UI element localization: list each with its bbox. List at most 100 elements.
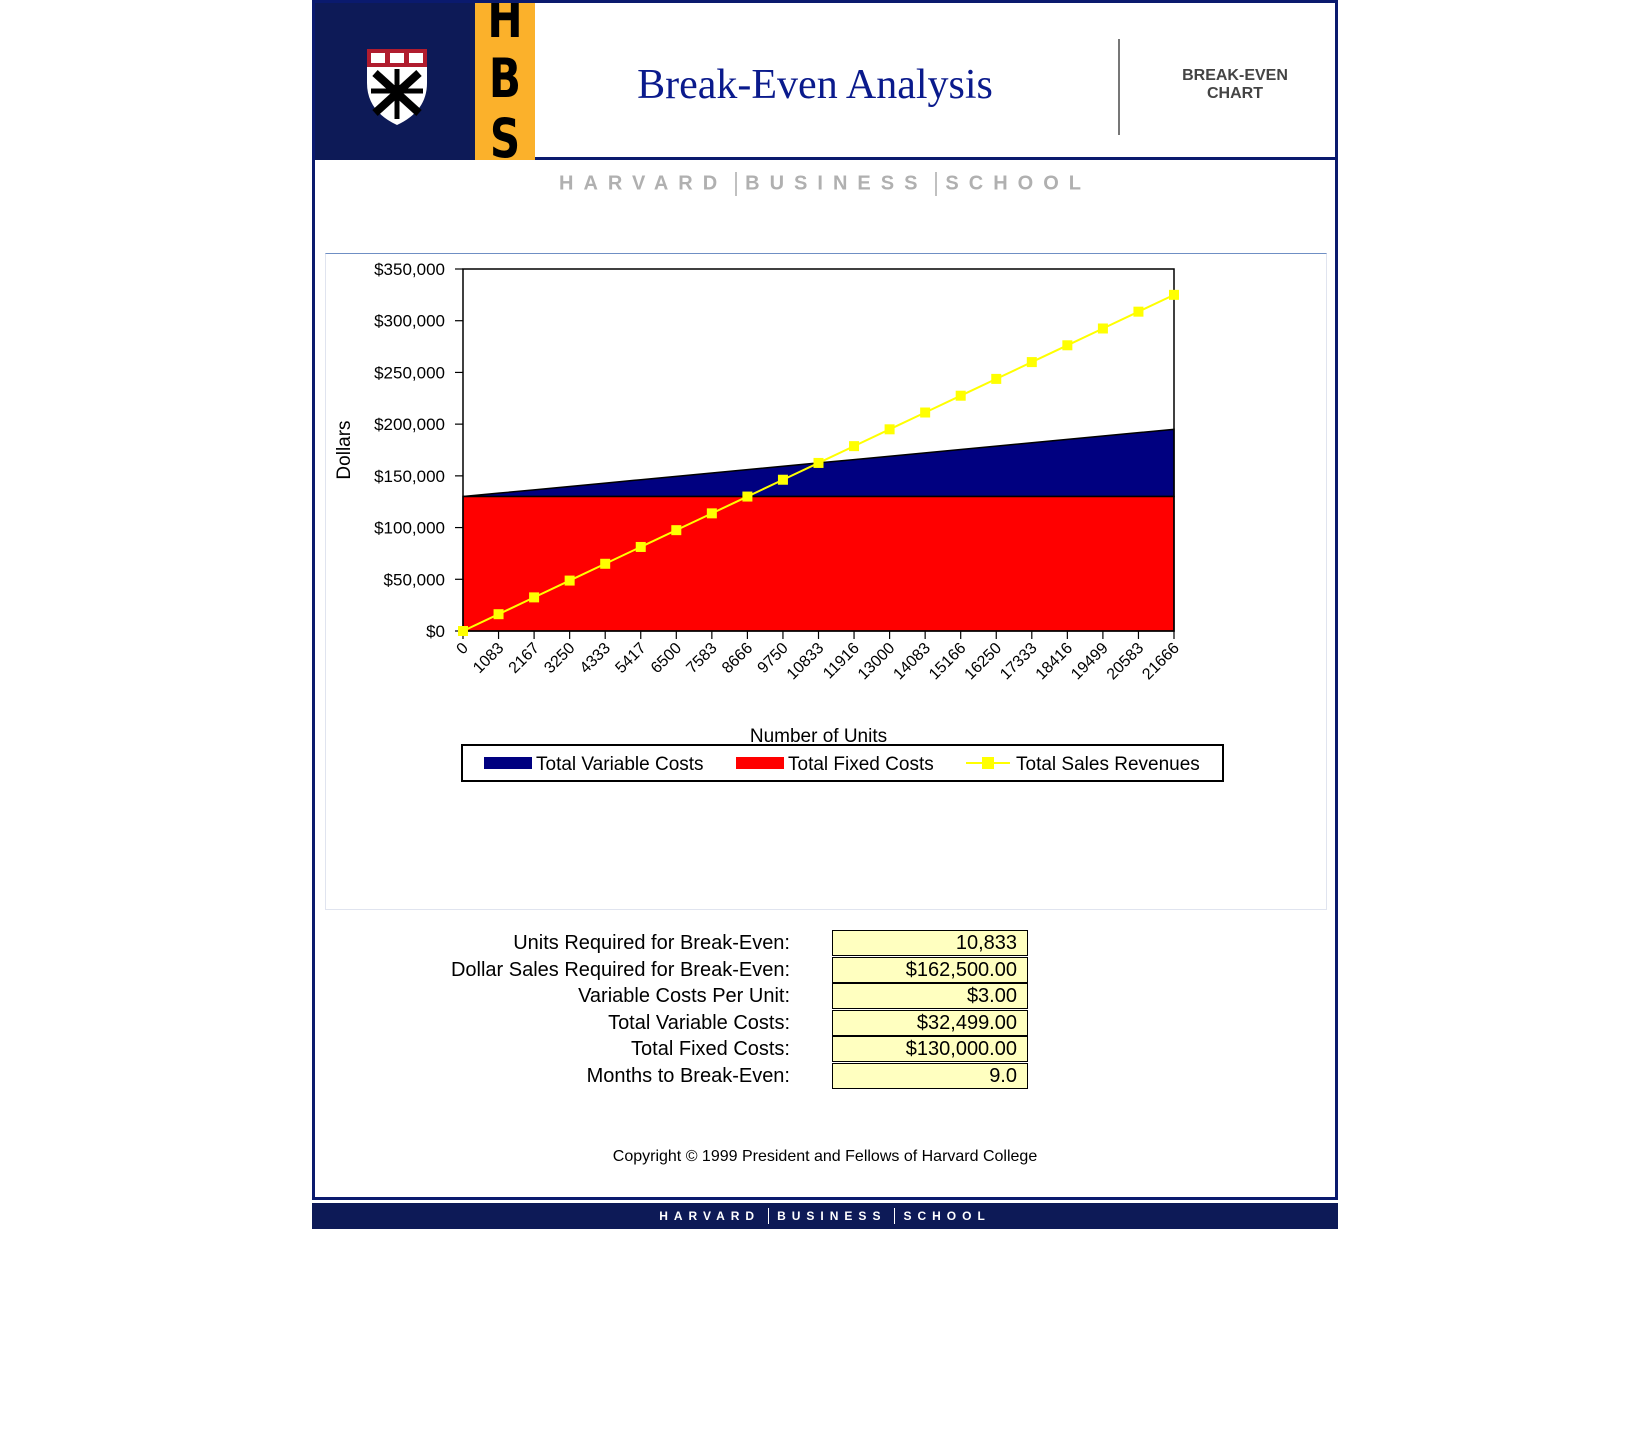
x-tick-label: 0	[454, 640, 472, 658]
footer-bar: HARVARD BUSINESS SCHOOL	[312, 1203, 1338, 1229]
legend	[461, 744, 1224, 782]
sales-revenue-marker	[920, 407, 931, 418]
hbs-wordmark: HARVARD BUSINESS SCHOOL	[315, 172, 1335, 196]
legend-swatch-variable-costs	[484, 757, 532, 769]
sales-revenue-marker	[706, 508, 717, 519]
header-divider	[1118, 39, 1120, 135]
stat-row: Total Fixed Costs: $130,000.00	[315, 1036, 1335, 1062]
stat-label: Total Fixed Costs:	[631, 1038, 790, 1060]
stat-value: $130,000.00	[832, 1036, 1028, 1062]
wordmark-word: HARVARD	[559, 172, 728, 195]
x-tick-label: 4333	[577, 640, 614, 677]
sales-revenue-marker	[458, 626, 468, 636]
x-tick-label: 20583	[1104, 640, 1148, 684]
x-tick-label: 14083	[890, 640, 934, 684]
hbs-letter-s: S	[489, 107, 521, 161]
break-even-chart: $350,000 $300,000 $250,000 $200,000 $150,000…	[334, 260, 1224, 782]
x-tick-label: 15166	[926, 640, 970, 684]
sales-revenue-marker	[1133, 306, 1144, 317]
stat-value: $3.00	[832, 983, 1028, 1009]
page-frame: H B S Break-Even Analysis BREAK-EVEN CHA…	[312, 0, 1338, 1229]
stat-label: Dollar Sales Required for Break-Even:	[450, 958, 790, 981]
x-tick-label: 10833	[784, 640, 828, 684]
x-tick-label: 17333	[997, 640, 1041, 684]
legend-swatch-fixed-costs	[736, 757, 784, 769]
content-area: HARVARD BUSINESS SCHOOL $350,000 $300,000 $2…	[312, 160, 1338, 1200]
wordmark-word: BUSINESS	[745, 172, 928, 195]
y-tick-label: $250,000	[374, 363, 445, 382]
chart-container: $350,000 $300,000 $250,000 $200,000 $150,000…	[325, 253, 1327, 910]
logo-block	[315, 3, 475, 160]
legend-label-fixed-costs: Total Fixed Costs	[788, 754, 934, 775]
stat-row: Total Variable Costs: $32,499.00	[315, 1009, 1335, 1036]
page-title: Break-Even Analysis	[637, 62, 993, 108]
stat-value: 9.0	[832, 1062, 1028, 1089]
y-tick-label: $100,000	[374, 519, 445, 538]
stat-label: Units Required for Break-Even:	[513, 932, 790, 954]
harvard-shield-icon	[367, 49, 427, 125]
footer-separator	[768, 1207, 770, 1224]
sales-revenue-marker	[1062, 340, 1073, 351]
sales-revenue-marker	[1169, 289, 1179, 300]
x-tick-label: 19499	[1068, 640, 1112, 684]
x-tick-label: 5417	[612, 640, 649, 677]
sales-revenue-marker	[493, 609, 504, 620]
y-tick-label: $0	[426, 622, 445, 641]
sales-revenue-marker	[849, 441, 860, 452]
legend-label-sales-revenue: Total Sales Revenues	[1016, 754, 1200, 775]
sales-revenue-marker	[955, 390, 966, 401]
x-tick-label: 3250	[541, 640, 578, 677]
x-tick-label: 6500	[648, 640, 685, 677]
sales-revenue-marker	[777, 474, 788, 485]
sales-revenue-marker	[1097, 323, 1108, 334]
legend-marker-sales-revenue	[982, 757, 994, 769]
wordmark-word: SCHOOL	[945, 172, 1091, 195]
stat-value: $32,499.00	[832, 1009, 1028, 1036]
stat-row: Dollar Sales Required for Break-Even: $16…	[315, 956, 1335, 983]
sales-revenue-marker	[671, 525, 682, 536]
footer-separator	[894, 1207, 896, 1224]
fixed-costs-area	[462, 495, 1175, 632]
stat-row: Units Required for Break-Even: 10,833	[315, 930, 1335, 956]
sales-revenue-marker	[600, 558, 611, 569]
section-label: BREAK-EVEN CHART	[1135, 67, 1335, 103]
stat-row: Variable Costs Per Unit: $3.00	[315, 983, 1335, 1009]
stat-label: Variable Costs Per Unit:	[578, 985, 790, 1007]
section-label-line1: BREAK-EVEN	[1182, 67, 1288, 84]
wordmark-separator	[935, 172, 938, 196]
footer-wordmark-word: HARVARD	[659, 1209, 761, 1223]
stat-row: Months to Break-Even: 9.0	[315, 1062, 1335, 1089]
sales-revenue-marker	[635, 541, 646, 552]
sales-revenue-marker	[991, 373, 1002, 384]
x-tick-label: 11916	[820, 640, 863, 683]
sales-revenue-marker	[564, 575, 575, 586]
sales-revenue-marker	[813, 457, 824, 468]
x-tick-label: 2167	[506, 640, 543, 677]
stat-label: Months to Break-Even:	[586, 1064, 790, 1087]
y-axis-title: Dollars	[334, 420, 355, 479]
x-tick-label: 18416	[1033, 640, 1077, 684]
sales-revenue-marker	[529, 592, 540, 603]
header: H B S Break-Even Analysis BREAK-EVEN CHA…	[312, 0, 1338, 160]
x-tick-label: 8666	[719, 640, 756, 677]
x-tick-label: 7583	[683, 640, 720, 677]
stat-value: $162,500.00	[832, 956, 1028, 983]
y-tick-label: $150,000	[374, 467, 445, 486]
stat-label: Total Variable Costs:	[608, 1011, 790, 1034]
x-axis-title: Number of Units	[750, 726, 887, 747]
y-tick-label: $300,000	[374, 312, 445, 331]
footer-wordmark-word: BUSINESS	[777, 1209, 887, 1223]
sales-revenue-marker	[884, 424, 895, 435]
sales-revenue-marker	[742, 491, 753, 502]
legend-label-variable-costs: Total Variable Costs	[536, 754, 704, 775]
y-tick-label: $200,000	[374, 415, 445, 434]
hbs-letter-h: H	[487, 3, 523, 50]
stat-value: 10,833	[832, 930, 1028, 956]
hbs-letter-strip: H B S	[475, 3, 535, 160]
hbs-letter-b: B	[488, 47, 522, 110]
sales-revenue-marker	[1026, 357, 1037, 368]
copyright: Copyright © 1999 President and Fellows o…	[612, 1148, 1038, 1165]
y-tick-label: $50,000	[384, 570, 445, 589]
footer-wordmark-word: SCHOOL	[903, 1209, 991, 1223]
y-tick-label: $350,000	[374, 260, 445, 279]
